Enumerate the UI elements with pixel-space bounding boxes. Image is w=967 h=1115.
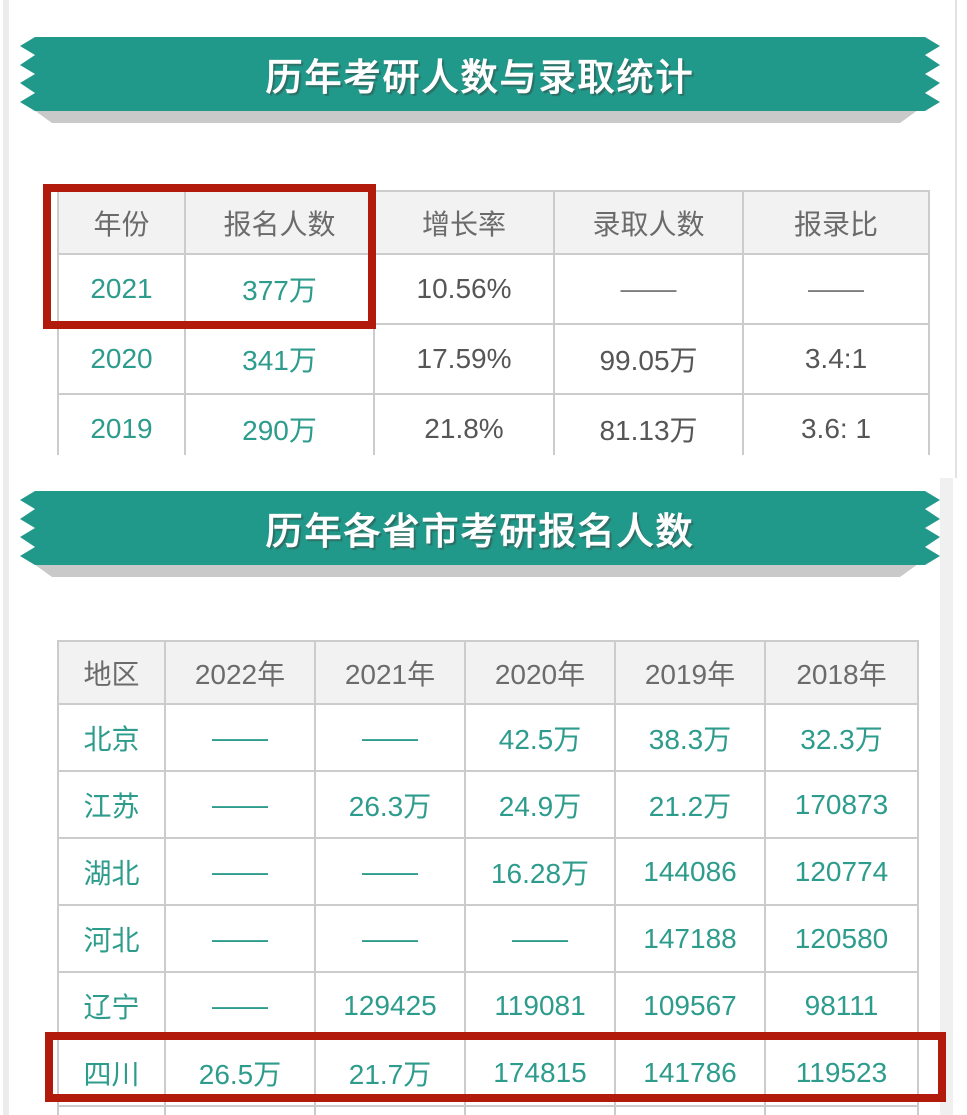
cell-ratio: 3.6: 1 xyxy=(742,393,930,455)
cell-applicants: 341万 xyxy=(184,323,375,395)
cell-year: 2019 xyxy=(57,393,186,455)
cell-2021: 26.3万 xyxy=(314,770,466,839)
column-header: 2022年 xyxy=(164,640,316,705)
cell-2019: 109567 xyxy=(614,971,766,1040)
cell-region: 湖北 xyxy=(57,837,166,906)
cell-2021: 129425 xyxy=(314,971,466,1040)
section2-banner: 历年各省市考研报名人数 xyxy=(20,491,940,565)
table-row-cut xyxy=(57,1105,919,1115)
page-edge-right-line xyxy=(955,0,957,478)
column-header: 2018年 xyxy=(764,640,919,705)
cell-2019: 147188 xyxy=(614,904,766,973)
province-applicants-table-wrap: 地区 2022年 2021年 2020年 2019年 2018年 北京 —— —… xyxy=(57,640,919,1115)
table-row: 2021 377万 10.56% —— —— xyxy=(57,253,930,325)
banner-shadow xyxy=(34,110,918,123)
cell-2021: —— xyxy=(314,703,466,772)
cell-2020: 24.9万 xyxy=(464,770,616,839)
table-row: 江苏 —— 26.3万 24.9万 21.2万 170873 xyxy=(57,770,919,839)
banner-shadow xyxy=(34,564,918,577)
cell-2021: —— xyxy=(314,904,466,973)
cell-2020: 42.5万 xyxy=(464,703,616,772)
cell-2018: 98111 xyxy=(764,971,919,1040)
cell-2022: —— xyxy=(164,703,316,772)
cell-ratio: —— xyxy=(742,253,930,325)
table-row: 湖北 —— —— 16.28万 144086 120774 xyxy=(57,837,919,906)
cell-year: 2020 xyxy=(57,323,186,395)
header-row: 年份 报名人数 增长率 录取人数 报录比 xyxy=(57,190,930,255)
table-row: 2019 290万 21.8% 81.13万 3.6: 1 xyxy=(57,393,930,455)
section1-banner: 历年考研人数与录取统计 xyxy=(20,37,940,111)
cell-2022: —— xyxy=(164,770,316,839)
cell-admitted: —— xyxy=(553,253,744,325)
banner-title: 历年各省市考研报名人数 xyxy=(265,511,695,552)
page-edge-left-strip xyxy=(3,0,9,1115)
cell-region: 辽宁 xyxy=(57,971,166,1040)
cell-2018: 120580 xyxy=(764,904,919,973)
page-edge-right-strip xyxy=(940,478,953,1115)
cell-2022: —— xyxy=(164,837,316,906)
cell-growth: 10.56% xyxy=(373,253,555,325)
column-header: 报录比 xyxy=(742,190,930,255)
cell-applicants: 290万 xyxy=(184,393,375,455)
cell-growth: 17.59% xyxy=(373,323,555,395)
highlight-box-year-applicants xyxy=(43,184,376,329)
cell-2018: 120774 xyxy=(764,837,919,906)
cell-admitted: 99.05万 xyxy=(553,323,744,395)
header-row: 地区 2022年 2021年 2020年 2019年 2018年 xyxy=(57,640,919,705)
cell-region: 江苏 xyxy=(57,770,166,839)
column-header: 增长率 xyxy=(373,190,555,255)
cell-2022: —— xyxy=(164,904,316,973)
cell-applicants: 377万 xyxy=(184,253,375,325)
cell-2021: —— xyxy=(314,837,466,906)
cell-region: 北京 xyxy=(57,703,166,772)
column-header: 2021年 xyxy=(314,640,466,705)
cell-2018: 32.3万 xyxy=(764,703,919,772)
table-row: 辽宁 —— 129425 119081 109567 98111 xyxy=(57,971,919,1040)
highlight-box-sichuan-row xyxy=(45,1032,946,1102)
cell-growth: 21.8% xyxy=(373,393,555,455)
column-header: 2019年 xyxy=(614,640,766,705)
cell-region: 河北 xyxy=(57,904,166,973)
cell-2019: 38.3万 xyxy=(614,703,766,772)
table-row: 2020 341万 17.59% 99.05万 3.4:1 xyxy=(57,323,930,395)
column-header: 年份 xyxy=(57,190,186,255)
province-applicants-table: 地区 2022年 2021年 2020年 2019年 2018年 北京 —— —… xyxy=(57,640,919,1115)
cell-2020: —— xyxy=(464,904,616,973)
cell-2019: 21.2万 xyxy=(614,770,766,839)
cell-2019: 144086 xyxy=(614,837,766,906)
cell-2022: —— xyxy=(164,971,316,1040)
cell-year: 2021 xyxy=(57,253,186,325)
column-header: 2020年 xyxy=(464,640,616,705)
cell-2020: 16.28万 xyxy=(464,837,616,906)
cell-admitted: 81.13万 xyxy=(553,393,744,455)
column-header: 录取人数 xyxy=(553,190,744,255)
banner-title: 历年考研人数与录取统计 xyxy=(265,57,695,98)
table-row: 河北 —— —— —— 147188 120580 xyxy=(57,904,919,973)
admission-stats-table: 年份 报名人数 增长率 录取人数 报录比 2021 377万 10.56% ——… xyxy=(57,190,930,455)
column-header: 地区 xyxy=(57,640,166,705)
cell-2020: 119081 xyxy=(464,971,616,1040)
column-header: 报名人数 xyxy=(184,190,375,255)
cell-ratio: 3.4:1 xyxy=(742,323,930,395)
cell-2018: 170873 xyxy=(764,770,919,839)
admission-stats-table-wrap: 年份 报名人数 增长率 录取人数 报录比 2021 377万 10.56% ——… xyxy=(57,190,930,455)
table-row: 北京 —— —— 42.5万 38.3万 32.3万 xyxy=(57,703,919,772)
